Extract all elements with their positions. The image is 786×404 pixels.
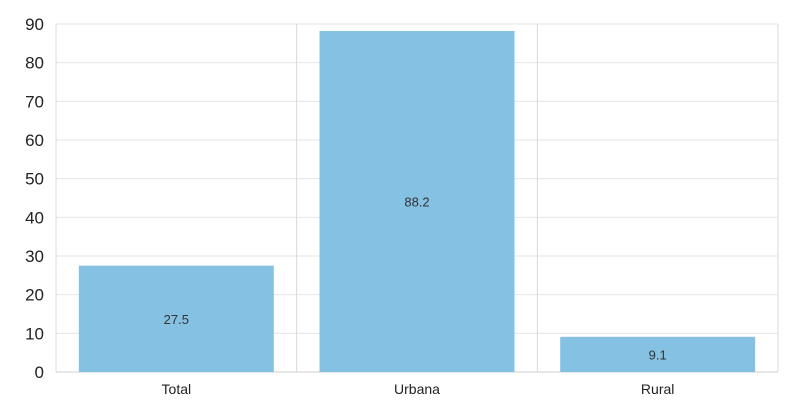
data-labels: 27.5 88.2 9.1: [164, 194, 667, 362]
y-tick-label: 60: [25, 131, 44, 150]
y-tick-label: 50: [25, 170, 44, 189]
y-tick-label: 0: [35, 363, 44, 382]
y-tick-label: 90: [25, 15, 44, 34]
data-label-urbana: 88.2: [404, 194, 429, 209]
bars: [78, 30, 756, 373]
bar-urbana: [319, 30, 515, 373]
data-label-total: 27.5: [164, 312, 189, 327]
y-tick-label: 30: [25, 247, 44, 266]
y-tick-label: 10: [25, 324, 44, 343]
category-separators: [55, 24, 779, 372]
x-category-label: Rural: [641, 381, 674, 397]
y-tick-label: 20: [25, 286, 44, 305]
bar-rural: [560, 336, 756, 372]
y-tick-label: 80: [25, 54, 44, 73]
x-category-label: Urbana: [394, 381, 440, 397]
bar-total: [78, 265, 274, 372]
x-axis-categories: Total Urbana Rural: [162, 381, 675, 397]
x-category-label: Total: [162, 381, 192, 397]
y-tick-label: 40: [25, 208, 44, 227]
y-tick-label: 70: [25, 92, 44, 111]
data-label-rural: 9.1: [649, 347, 667, 362]
y-axis-ticks: 0 10 20 30 40 50 60 70 80 90: [25, 15, 44, 382]
